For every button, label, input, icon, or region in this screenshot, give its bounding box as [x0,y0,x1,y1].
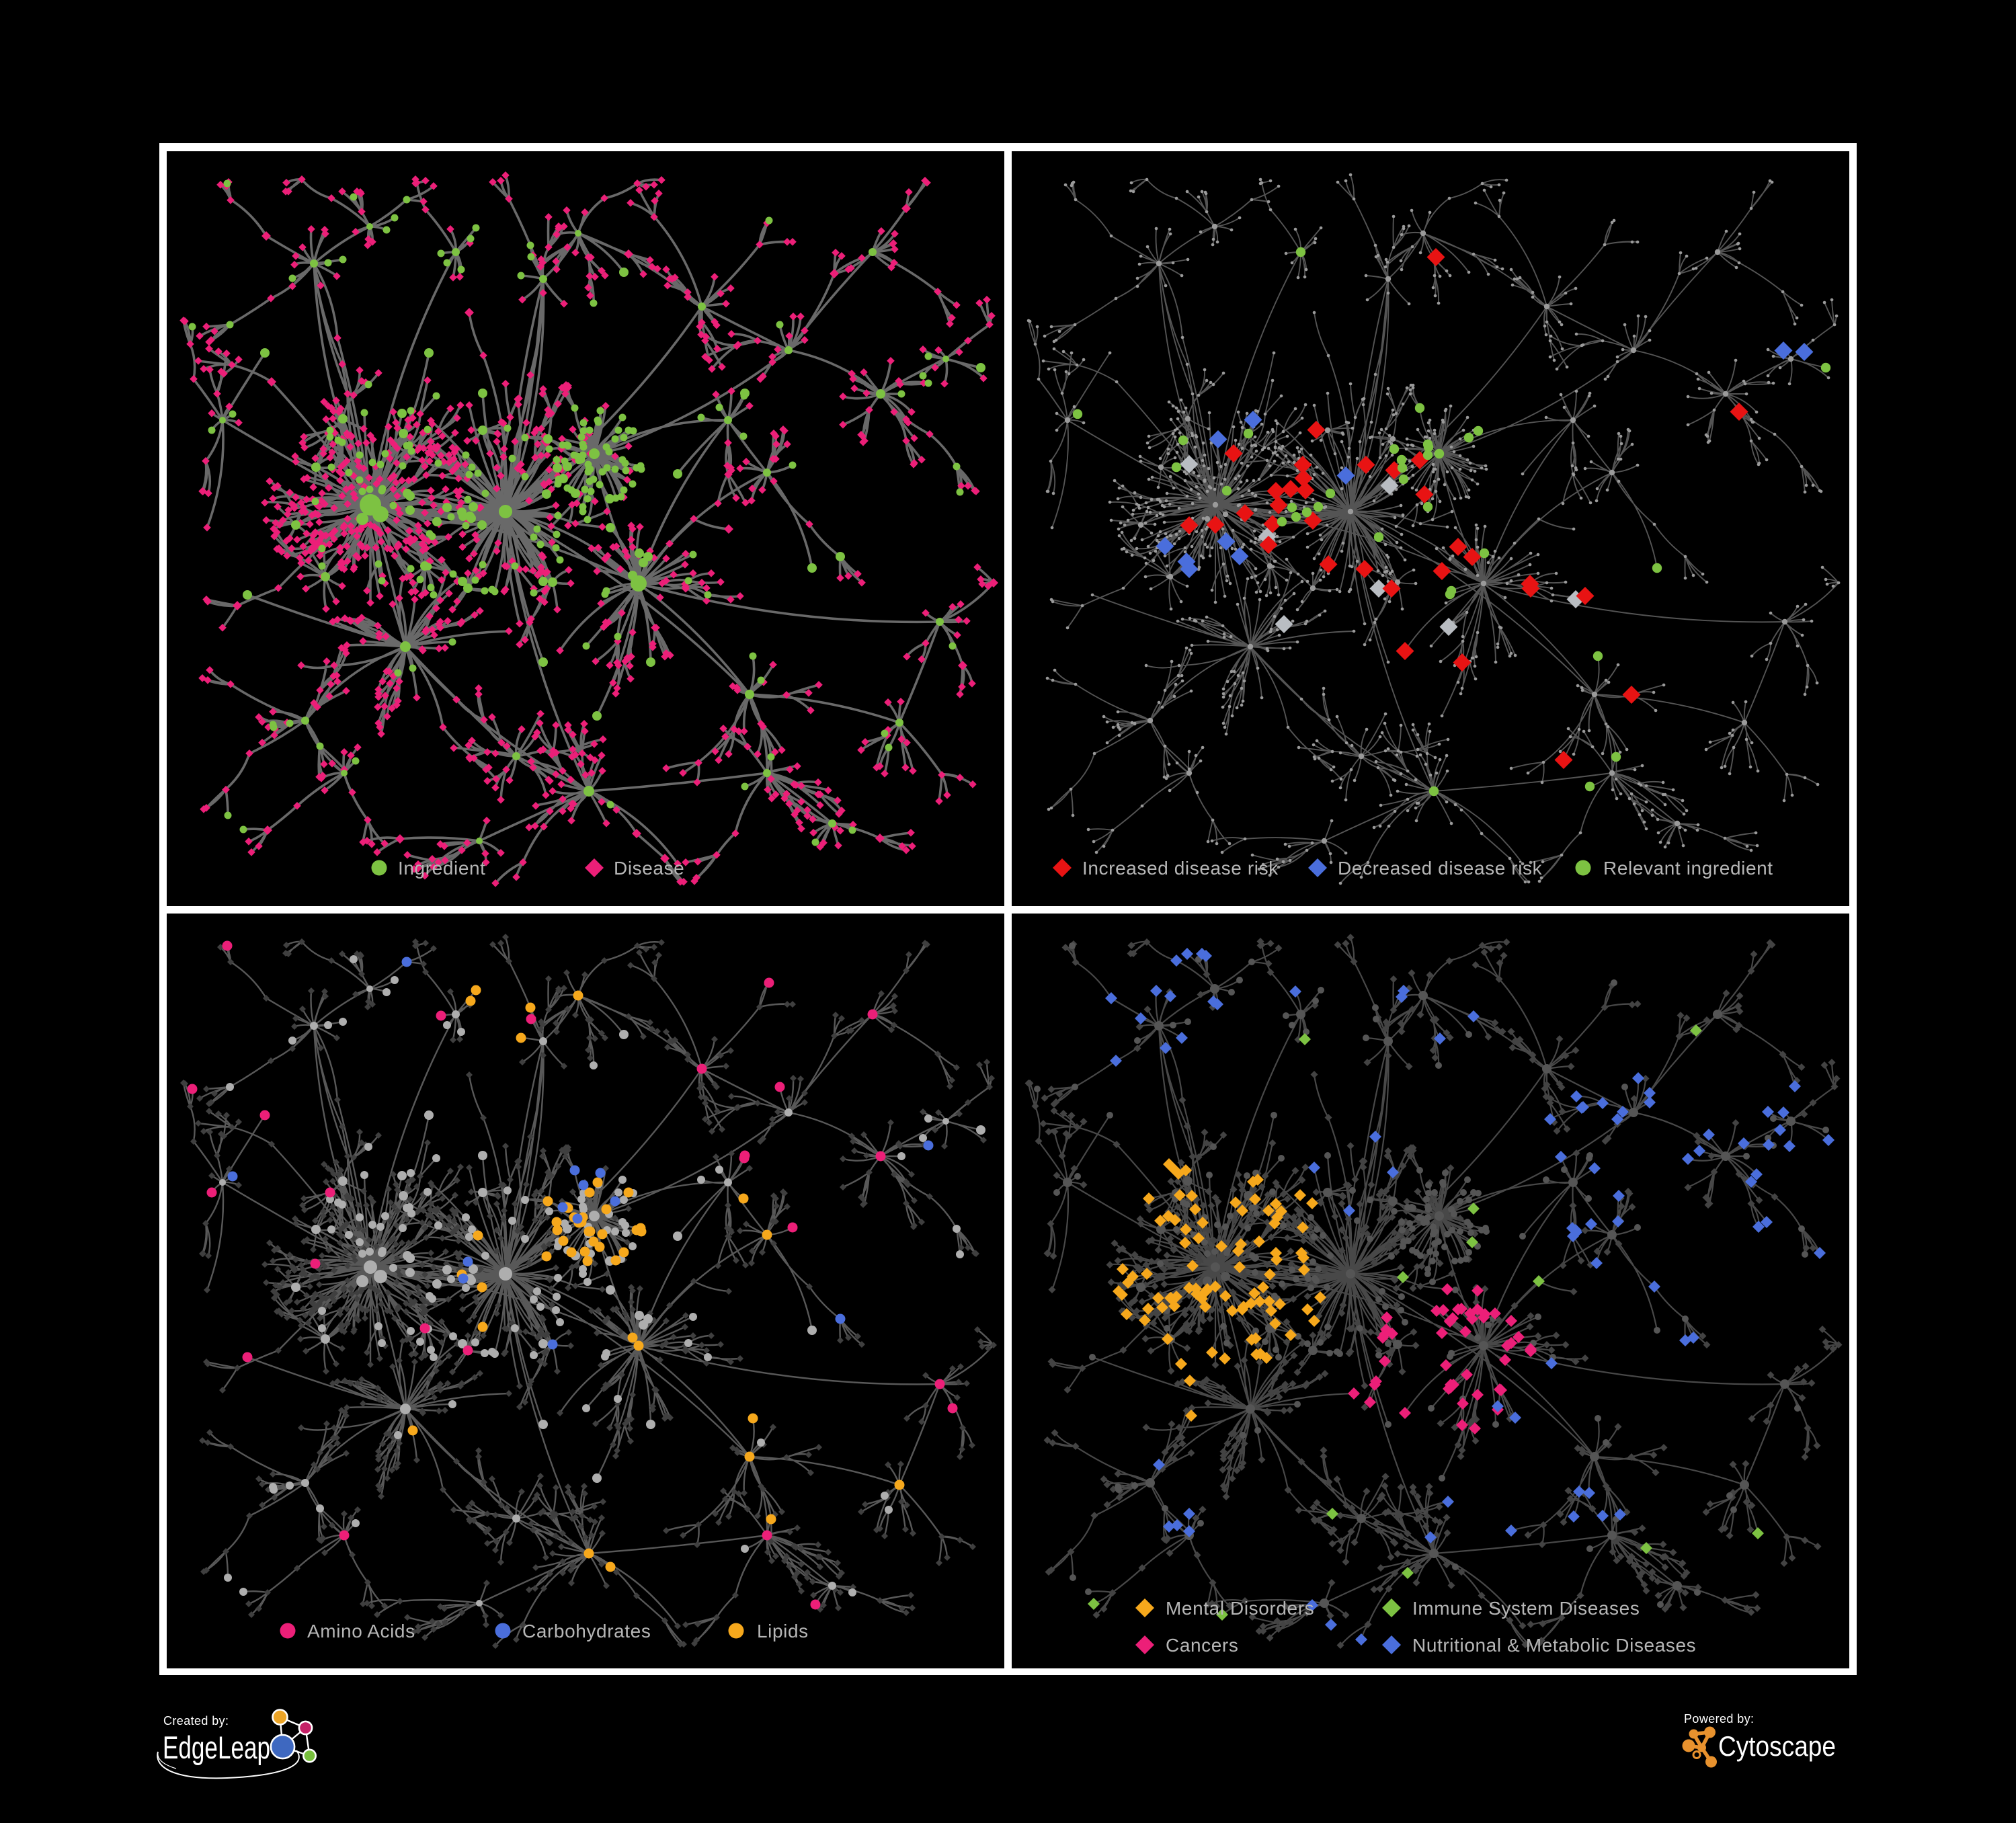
svg-text:Ingredient: Ingredient [398,858,486,879]
svg-text:Increased disease risk: Increased disease risk [1082,858,1279,879]
svg-text:Carbohydrates: Carbohydrates [522,1621,651,1642]
svg-text:Mental Disorders: Mental Disorders [1166,1598,1314,1619]
svg-text:Lipids: Lipids [757,1621,809,1642]
svg-text:Relevant ingredient: Relevant ingredient [1603,858,1773,879]
svg-text:Amino Acids: Amino Acids [307,1621,415,1642]
svg-text:Nutritional & Metabolic Diseas: Nutritional & Metabolic Diseases [1412,1635,1696,1656]
svg-text:Immune System Diseases: Immune System Diseases [1412,1598,1640,1619]
svg-text:Cytoscape: Cytoscape [1718,1730,1836,1762]
svg-text:EdgeLeap: EdgeLeap [163,1730,270,1765]
svg-text:Created by:: Created by: [163,1714,229,1728]
svg-text:Powered by:: Powered by: [1684,1712,1754,1726]
svg-text:Decreased disease risk: Decreased disease risk [1338,858,1543,879]
svg-text:Disease: Disease [614,858,684,879]
svg-text:Cancers: Cancers [1166,1635,1238,1656]
